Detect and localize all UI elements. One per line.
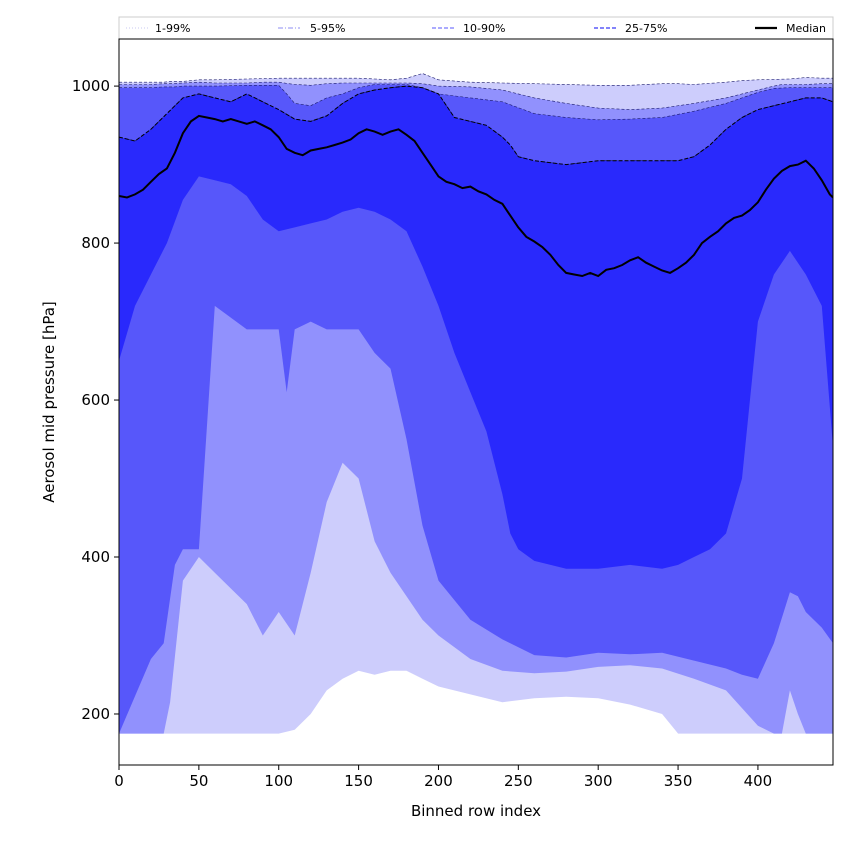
x-tick-label: 150 — [344, 772, 373, 790]
x-tick-label: 400 — [744, 772, 773, 790]
band-edge-1-99 — [119, 73, 833, 86]
line-median — [119, 114, 833, 278]
x-tick-label: 0 — [114, 772, 124, 790]
x-axis-title: Binned row index — [411, 802, 541, 820]
x-tick-label: 200 — [424, 772, 453, 790]
x-tick-label: 250 — [504, 772, 533, 790]
x-axis: 0 50 100 150 200 250 300 350 400 — [114, 765, 772, 790]
line-25-75-bounds — [119, 85, 833, 166]
legend-label-25-75: 25-75% — [625, 22, 667, 35]
x-tick-label: 100 — [264, 772, 293, 790]
band-edge-5-95 — [119, 81, 833, 110]
y-tick-label: 400 — [81, 548, 110, 566]
x-tick-label: 50 — [189, 772, 208, 790]
plot-frame — [118, 38, 834, 766]
y-axis-title: Aerosol mid pressure [hPa] — [40, 301, 58, 503]
legend-label-5-95: 5-95% — [310, 22, 345, 35]
y-tick-label: 600 — [81, 391, 110, 409]
band-edge-25-75 — [119, 85, 833, 165]
legend: 1-99% 5-95% 10-90% 25-75% Median — [118, 16, 834, 40]
legend-label-10-90: 10-90% — [463, 22, 505, 35]
x-tick-label: 350 — [664, 772, 693, 790]
legend-label-1-99: 1-99% — [155, 22, 190, 35]
plot-area — [119, 73, 833, 734]
legend-label-median: Median — [786, 22, 826, 35]
y-tick-label: 800 — [81, 234, 110, 252]
y-tick-label: 200 — [81, 705, 110, 723]
band-25-75 — [119, 86, 833, 569]
x-tick-label: 300 — [584, 772, 613, 790]
y-axis: 200 400 600 800 1000 — [72, 77, 119, 723]
y-tick-label: 1000 — [72, 77, 110, 95]
